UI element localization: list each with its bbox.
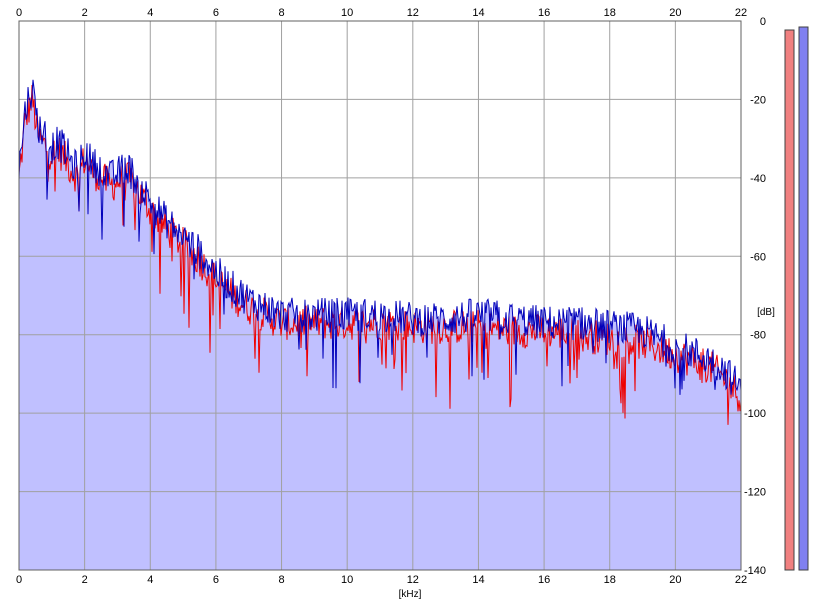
x-tick-label-bottom: 0 [16, 574, 22, 586]
series-layer [18, 79, 742, 425]
axis-labels: [kHz] [dB] [399, 307, 776, 600]
x-tick-label-bottom: 16 [538, 574, 550, 586]
y-tick-label: -20 [750, 94, 766, 106]
x-tick-label-bottom: 14 [472, 574, 484, 586]
x-tick-label-bottom: 4 [147, 574, 153, 586]
spectrum-fill [19, 79, 741, 571]
x-axis-label: [kHz] [399, 589, 422, 600]
series-right-channel-line [18, 79, 742, 395]
tick-labels: 002244668810101212141416161818202022220-… [16, 7, 766, 586]
x-tick-label-bottom: 22 [735, 574, 747, 586]
x-tick-label-top: 4 [147, 7, 153, 19]
y-tick-label: -140 [744, 565, 766, 577]
x-tick-label-top: 2 [82, 7, 88, 19]
level-meter-right [798, 26, 809, 571]
x-tick-label-bottom: 12 [407, 574, 419, 586]
y-tick-label: -40 [750, 173, 766, 185]
x-tick-label-bottom: 2 [82, 574, 88, 586]
x-tick-label-top: 10 [341, 7, 353, 19]
level-meters [784, 26, 809, 571]
y-axis-label: [dB] [757, 307, 775, 318]
plot-frame [18, 20, 742, 571]
x-tick-label-top: 8 [278, 7, 284, 19]
x-tick-label-top: 6 [213, 7, 219, 19]
x-tick-label-bottom: 6 [213, 574, 219, 586]
x-tick-label-top: 18 [604, 7, 616, 19]
spectrum-fill-layer [19, 79, 741, 571]
x-tick-label-top: 20 [669, 7, 681, 19]
x-tick-label-top: 14 [472, 7, 484, 19]
x-tick-label-top: 0 [16, 7, 22, 19]
y-tick-label: -100 [744, 408, 766, 420]
level-meter-left [784, 29, 795, 571]
y-tick-label: 0 [760, 16, 766, 28]
y-tick-label: -80 [750, 330, 766, 342]
x-tick-label-bottom: 18 [604, 574, 616, 586]
x-tick-label-bottom: 10 [341, 574, 353, 586]
y-tick-label: -120 [744, 487, 766, 499]
y-tick-label: -60 [750, 251, 766, 263]
x-tick-label-top: 22 [735, 7, 747, 19]
series-left-channel-line [18, 84, 742, 425]
x-tick-label-top: 16 [538, 7, 550, 19]
x-tick-label-bottom: 20 [669, 574, 681, 586]
x-tick-label-top: 12 [407, 7, 419, 19]
x-tick-label-bottom: 8 [278, 574, 284, 586]
plot-border [18, 20, 742, 571]
